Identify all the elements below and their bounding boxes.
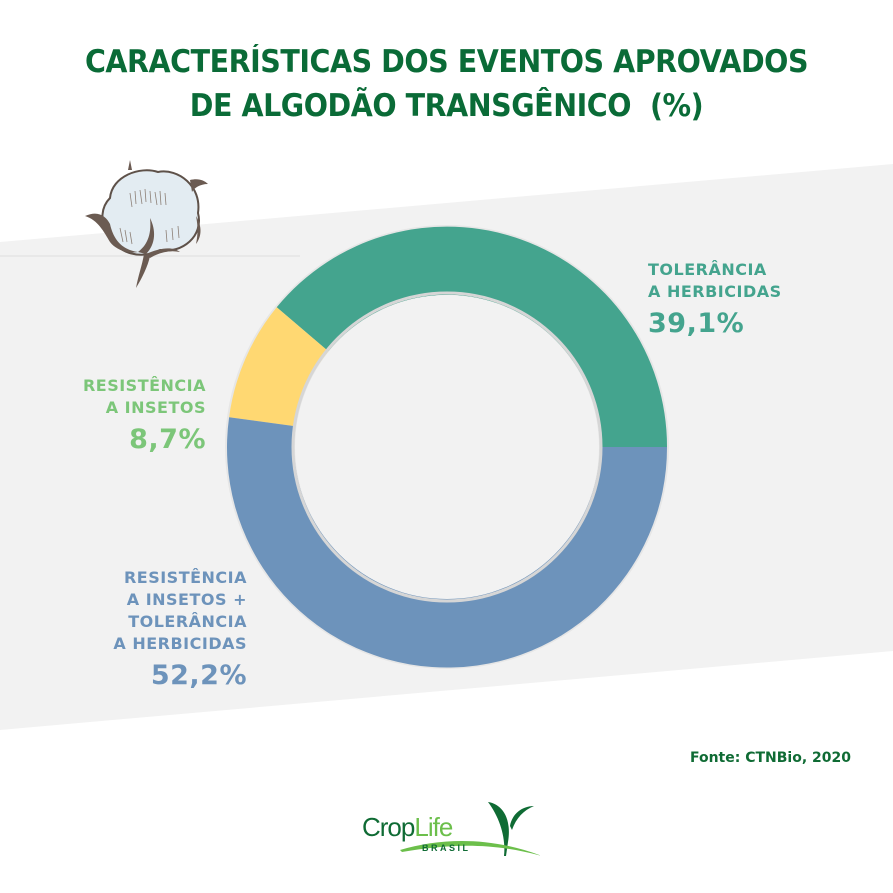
segment-tolerancia[interactable]	[276, 226, 668, 447]
label-text: TOLERÂNCIA	[128, 612, 247, 631]
sprout-icon	[400, 802, 540, 856]
label-tolerancia: TOLERÂNCIA A HERBICIDAS 39,1%	[648, 259, 782, 343]
label-resistencia: RESISTÊNCIA A INSETOS 8,7%	[83, 375, 206, 459]
title-line-2: DE ALGODÃO TRANSGÊNICO (%)	[189, 88, 704, 124]
chart-title: CARACTERÍSTICAS DOS EVENTOS APROVADOS DE…	[36, 40, 858, 128]
logo-life: Life	[414, 812, 453, 842]
segment-combinado[interactable]	[227, 417, 668, 668]
donut-chart	[225, 225, 669, 669]
croplife-logo: CropLife BRASIL	[360, 798, 540, 862]
source-note: Fonte: CTNBio, 2020	[689, 750, 851, 766]
segment-resistencia[interactable]	[229, 307, 329, 427]
label-percent: 8,7%	[129, 424, 206, 455]
label-text: A INSETOS	[105, 398, 206, 417]
label-percent: 39,1%	[648, 308, 745, 339]
label-text: A HERBICIDAS	[648, 282, 782, 301]
label-percent: 52,2%	[150, 660, 247, 691]
label-text: RESISTÊNCIA	[82, 376, 206, 395]
label-combinado: RESISTÊNCIA A INSETOS + TOLERÂNCIA A HER…	[113, 567, 247, 695]
label-text: RESISTÊNCIA	[123, 568, 247, 587]
logo-crop: Crop	[362, 812, 415, 842]
cotton-boll-icon	[85, 160, 208, 288]
label-text: TOLERÂNCIA	[648, 260, 767, 279]
title-line-1: CARACTERÍSTICAS DOS EVENTOS APROVADOS	[84, 44, 809, 80]
logo-brasil: BRASIL	[422, 843, 471, 853]
label-text: A HERBICIDAS	[113, 634, 247, 653]
label-text: A INSETOS +	[126, 590, 247, 609]
